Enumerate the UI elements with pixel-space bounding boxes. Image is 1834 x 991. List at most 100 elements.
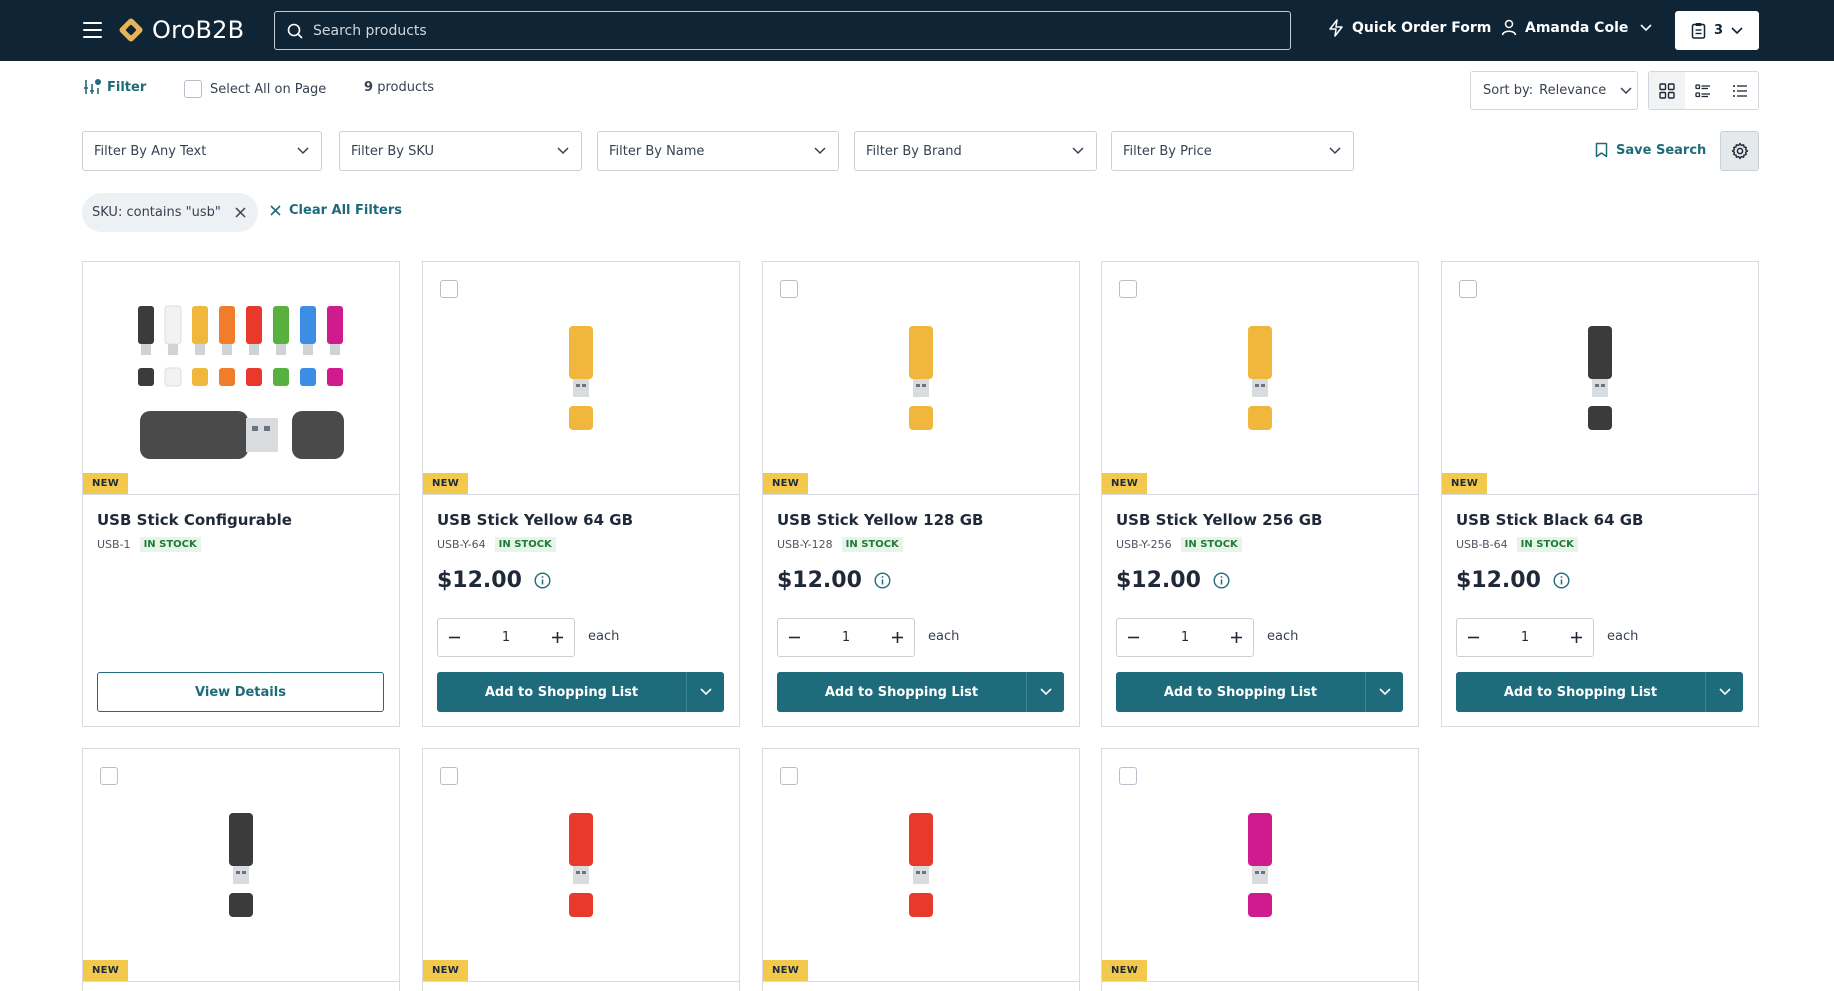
filter-price-dropdown[interactable]: Filter By Price xyxy=(1111,131,1354,171)
filter-sku-dropdown[interactable]: Filter By SKU xyxy=(339,131,582,171)
select-all-label: Select All on Page xyxy=(210,81,327,97)
add-to-list-dropdown[interactable] xyxy=(1366,672,1403,712)
clear-all-label: Clear All Filters xyxy=(289,203,402,218)
add-to-list-dropdown[interactable] xyxy=(1027,672,1064,712)
list-view-button[interactable] xyxy=(1685,72,1721,109)
add-to-list-main[interactable]: Add to Shopping List xyxy=(777,672,1027,712)
add-to-list-dropdown[interactable] xyxy=(687,672,724,712)
minus-icon[interactable] xyxy=(1127,631,1140,644)
quantity-value[interactable]: 1 xyxy=(841,630,851,645)
quantity-value[interactable]: 1 xyxy=(1180,630,1190,645)
product-image[interactable]: NEW xyxy=(423,262,739,495)
logo[interactable]: OroB2B xyxy=(117,14,244,46)
product-select-checkbox[interactable] xyxy=(780,767,798,785)
checkbox[interactable] xyxy=(184,80,202,98)
product-select-checkbox[interactable] xyxy=(100,767,118,785)
product-image[interactable]: NEW xyxy=(1102,262,1418,495)
quick-order-link[interactable]: Quick Order Form xyxy=(1327,19,1491,37)
filter-toggle-button[interactable]: Filter xyxy=(83,78,146,96)
product-select-checkbox[interactable] xyxy=(1119,280,1137,298)
grid-view-button[interactable] xyxy=(1649,72,1686,109)
product-title[interactable]: USB Stick Yellow 128 GB xyxy=(777,511,984,529)
compact-view-button[interactable] xyxy=(1722,72,1758,109)
chevron-down-icon xyxy=(1329,147,1341,155)
save-search-label: Save Search xyxy=(1616,142,1707,158)
product-card: NEW xyxy=(82,748,400,991)
product-image[interactable]: NEW xyxy=(763,749,1079,982)
minus-icon[interactable] xyxy=(448,631,461,644)
user-menu[interactable]: Amanda Cole xyxy=(1501,19,1652,36)
view-mode-switcher xyxy=(1648,71,1759,110)
info-icon[interactable] xyxy=(1553,572,1570,589)
filter-name-dropdown[interactable]: Filter By Name xyxy=(597,131,839,171)
filter-settings-button[interactable] xyxy=(1720,131,1759,171)
product-select-checkbox[interactable] xyxy=(780,280,798,298)
unit-label: each xyxy=(928,629,960,644)
product-toolbar: Filter Select All on Page 9 products Sor… xyxy=(0,61,1834,120)
menu-icon[interactable] xyxy=(83,22,102,38)
product-card: NEW xyxy=(422,748,740,991)
quantity-stepper: 1 xyxy=(777,618,915,657)
add-to-shopping-list-button: Add to Shopping List xyxy=(437,672,724,712)
product-title[interactable]: USB Stick Black 64 GB xyxy=(1456,511,1644,529)
filter-any-text-dropdown[interactable]: Filter By Any Text xyxy=(82,131,322,171)
view-details-button[interactable]: View Details xyxy=(97,672,384,712)
product-image[interactable]: NEW xyxy=(423,749,739,982)
sort-dropdown[interactable]: Sort by: Relevance xyxy=(1470,71,1638,110)
quantity-stepper: 1 xyxy=(1116,618,1254,657)
close-icon[interactable] xyxy=(235,207,246,218)
minus-icon[interactable] xyxy=(788,631,801,644)
info-icon[interactable] xyxy=(534,572,551,589)
sort-value: Relevance xyxy=(1539,83,1607,98)
new-badge: NEW xyxy=(763,960,809,981)
save-search-button[interactable]: Save Search xyxy=(1595,142,1706,158)
product-title[interactable]: USB Stick Yellow 256 GB xyxy=(1116,511,1323,529)
plus-icon[interactable] xyxy=(1570,631,1583,644)
quantity-value[interactable]: 1 xyxy=(1520,630,1530,645)
product-image[interactable]: NEW xyxy=(1102,749,1418,982)
shopping-list-button[interactable]: 3 xyxy=(1675,11,1759,50)
usb-stick-image xyxy=(229,813,253,917)
product-image[interactable]: NEW xyxy=(83,262,399,495)
info-icon[interactable] xyxy=(874,572,891,589)
filter-brand-dropdown[interactable]: Filter By Brand xyxy=(854,131,1097,171)
sort-label: Sort by: xyxy=(1483,83,1534,98)
plus-icon[interactable] xyxy=(551,631,564,644)
product-select-checkbox[interactable] xyxy=(1459,280,1477,298)
info-icon[interactable] xyxy=(1213,572,1230,589)
add-to-list-main[interactable]: Add to Shopping List xyxy=(1116,672,1366,712)
new-badge: NEW xyxy=(423,473,469,494)
chevron-down-icon xyxy=(1378,688,1391,696)
search-icon xyxy=(287,23,303,39)
chevron-down-icon xyxy=(1039,688,1052,696)
product-image[interactable]: NEW xyxy=(763,262,1079,495)
select-all-checkbox[interactable]: Select All on Page xyxy=(184,80,326,98)
quantity-value[interactable]: 1 xyxy=(501,630,511,645)
product-select-checkbox[interactable] xyxy=(440,280,458,298)
filter-name-label: Filter By Name xyxy=(609,143,705,159)
chevron-down-icon xyxy=(1731,26,1743,34)
filter-price-label: Filter By Price xyxy=(1123,143,1212,159)
product-image[interactable]: NEW xyxy=(83,749,399,982)
plus-icon[interactable] xyxy=(1230,631,1243,644)
product-count: 9 products xyxy=(364,80,434,95)
product-title[interactable]: USB Stick Configurable xyxy=(97,511,292,529)
user-icon xyxy=(1501,19,1517,36)
add-to-list-main[interactable]: Add to Shopping List xyxy=(437,672,687,712)
chevron-down-icon xyxy=(1072,147,1084,155)
product-card: NEW xyxy=(1101,748,1419,991)
new-badge: NEW xyxy=(83,960,129,981)
logo-mark-icon xyxy=(119,18,143,42)
search-box[interactable] xyxy=(274,11,1291,50)
product-title[interactable]: USB Stick Yellow 64 GB xyxy=(437,511,634,529)
product-image[interactable]: NEW xyxy=(1442,262,1758,495)
plus-icon[interactable] xyxy=(891,631,904,644)
stock-badge: IN STOCK xyxy=(841,537,903,552)
product-select-checkbox[interactable] xyxy=(1119,767,1137,785)
product-select-checkbox[interactable] xyxy=(440,767,458,785)
clear-all-filters-button[interactable]: Clear All Filters xyxy=(270,203,402,218)
add-to-list-main[interactable]: Add to Shopping List xyxy=(1456,672,1706,712)
search-input[interactable] xyxy=(313,22,1213,39)
minus-icon[interactable] xyxy=(1467,631,1480,644)
add-to-list-dropdown[interactable] xyxy=(1706,672,1743,712)
